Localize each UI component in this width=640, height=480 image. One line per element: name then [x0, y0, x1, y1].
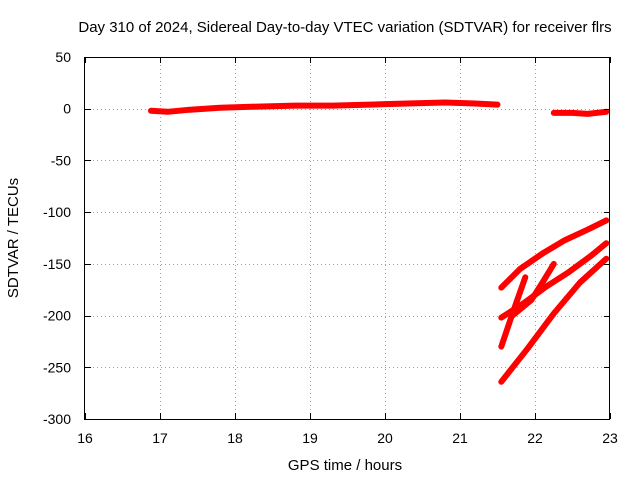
y-tick-label: -250 [43, 359, 71, 375]
x-axis-title: GPS time / hours [288, 457, 402, 474]
x-tick-label: 18 [227, 430, 243, 446]
y-tick-label: 50 [55, 49, 71, 65]
x-tick-label: 17 [152, 430, 168, 446]
series-line-arc-3 [498, 217, 610, 291]
x-tick-label: 16 [77, 430, 93, 446]
x-tick-label: 21 [452, 430, 468, 446]
series-group [148, 99, 610, 385]
x-tick-labels: 16 17 18 19 20 21 22 23 [77, 430, 618, 446]
series-line-arc-2 [550, 108, 610, 117]
series-line-arc-7 [498, 255, 610, 385]
y-tick-label: -150 [43, 256, 71, 272]
y-tick-label: -100 [43, 204, 71, 220]
y-tick-label: -50 [51, 152, 71, 168]
plot-frame [84, 57, 610, 420]
series-line-arc-1 [148, 99, 501, 115]
axis-ticks [85, 57, 611, 420]
y-axis-title: SDTVAR / TECUs [5, 178, 22, 298]
x-tick-label: 22 [527, 430, 543, 446]
y-tick-label: 0 [63, 101, 71, 117]
x-tick-label: 19 [302, 430, 318, 446]
y-tick-labels: 50 0 -50 -100 -150 -200 -250 -300 [43, 49, 71, 427]
x-tick-label: 23 [602, 430, 618, 446]
chart-title: Day 310 of 2024, Sidereal Day-to-day VTE… [78, 19, 611, 36]
y-tick-label: -300 [43, 411, 71, 427]
grid [85, 57, 610, 419]
x-tick-label: 20 [377, 430, 393, 446]
y-tick-label: -200 [43, 308, 71, 324]
series-line-arc-6 [509, 260, 557, 319]
